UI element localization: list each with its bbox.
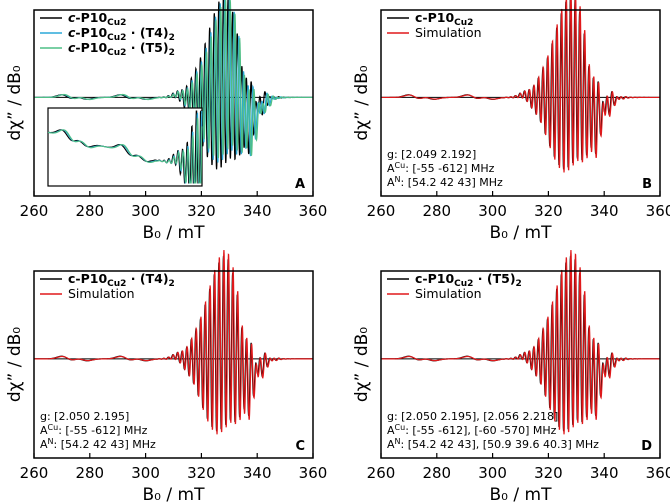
legend-entry: c-P10Cu2	[415, 10, 473, 28]
x-tick-label: 360	[646, 202, 670, 220]
x-tick-label: 300	[131, 464, 160, 482]
panel-letter: C	[295, 439, 305, 454]
x-tick-label: 360	[299, 202, 328, 220]
x-axis-label: B₀ / mT	[490, 485, 553, 504]
sim-parameter-line: ACu: [-55 -612] MHz	[40, 423, 148, 437]
sim-parameter-line: AN: [54.2 42 43], [50.9 39.6 40.3] MHz	[387, 437, 599, 451]
x-axis-label: B₀ / mT	[143, 485, 206, 504]
x-tick-label: 280	[422, 202, 451, 220]
x-tick-label: 340	[590, 202, 619, 220]
y-axis-label: dχ” / dB₀	[352, 327, 372, 402]
series-line-2	[381, 250, 660, 435]
inset-series-line-3	[47, 117, 203, 184]
panel-letter: B	[642, 177, 652, 192]
x-tick-label: 340	[243, 464, 272, 482]
plot-frame	[33, 9, 314, 197]
x-tick-label: 320	[187, 464, 216, 482]
series-line-3	[34, 0, 313, 159]
x-tick-label: 300	[131, 202, 160, 220]
x-tick-label: 280	[422, 464, 451, 482]
legend-entry: Simulation	[68, 286, 135, 301]
panel-a: 260 280 300 320 340 360 B₀ / mT dχ” / dB₀ c-P10C…	[5, 0, 327, 243]
legend-entry: c-P10Cu2 · (T5)2	[68, 40, 175, 58]
x-tick-label: 340	[590, 464, 619, 482]
x-tick-label: 320	[187, 202, 216, 220]
legend-entry: c-P10Cu2 · (T4)2	[68, 271, 175, 289]
legend-entry: c-P10Cu2 · (T4)2	[68, 25, 175, 43]
y-axis-label: dχ” / dB₀	[352, 65, 372, 140]
x-tick-label: 340	[243, 202, 272, 220]
series-line-2	[381, 0, 660, 173]
sim-parameter-line: g: [2.050 2.195]	[40, 410, 129, 423]
x-tick-label: 320	[534, 464, 563, 482]
x-tick-label: 260	[367, 464, 396, 482]
sim-parameter-line: AN: [54.2 42 43] MHz	[387, 175, 503, 189]
x-axis-label: B₀ / mT	[143, 223, 206, 243]
x-tick-label: 260	[20, 464, 49, 482]
legend-entry: Simulation	[415, 286, 482, 301]
sim-parameter-line: g: [2.049 2.192]	[387, 148, 476, 161]
x-tick-label: 280	[75, 464, 104, 482]
x-tick-label: 260	[20, 202, 49, 220]
sim-parameter-line: g: [2.050 2.195], [2.056 2.218]	[387, 410, 558, 423]
x-tick-label: 300	[478, 202, 507, 220]
x-tick-label: 280	[75, 202, 104, 220]
sim-parameter-line: ACu: [-55 -612] MHz	[387, 161, 495, 175]
legend-entry: c-P10Cu2	[68, 10, 126, 28]
panel-d: 260 280 300 320 340 360 B₀ / mT dχ” / dB₀ c-P10C…	[352, 250, 670, 504]
plot-frame	[380, 9, 661, 197]
plot-frame	[33, 270, 314, 459]
y-axis-label: dχ” / dB₀	[5, 327, 25, 402]
x-tick-label: 360	[646, 464, 670, 482]
plot-frame	[380, 270, 661, 459]
sim-parameter-line: ACu: [-55 -612], [-60 -570] MHz	[387, 423, 557, 437]
legend-entry: Simulation	[415, 25, 482, 40]
panel-b: 260 280 300 320 340 360 B₀ / mT dχ” / dB₀ c-P10C…	[352, 0, 670, 243]
panel-c: 260 280 300 320 340 360 B₀ / mT dχ” / dB₀ c-P10C…	[5, 250, 327, 504]
legend-entry: c-P10Cu2 · (T5)2	[415, 271, 522, 289]
y-axis-label: dχ” / dB₀	[5, 65, 25, 140]
sim-parameter-line: AN: [54.2 42 43] MHz	[40, 437, 156, 451]
panel-letter: A	[295, 177, 305, 192]
x-axis-label: B₀ / mT	[490, 223, 553, 243]
x-tick-label: 300	[478, 464, 507, 482]
x-tick-label: 320	[534, 202, 563, 220]
x-tick-label: 260	[367, 202, 396, 220]
panel-letter: D	[641, 439, 652, 454]
x-tick-label: 360	[299, 464, 328, 482]
series-line-2	[34, 250, 313, 435]
